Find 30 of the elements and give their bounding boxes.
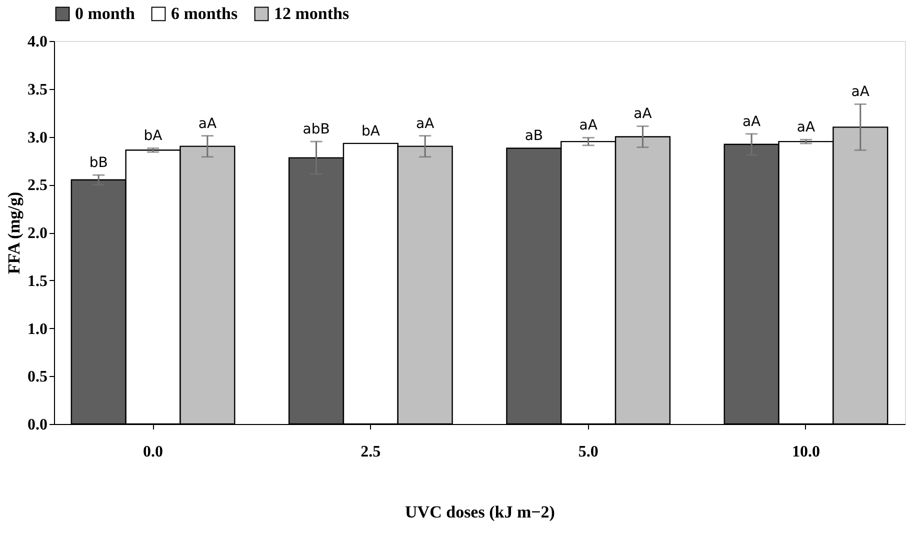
legend-label: 0 month: [75, 4, 136, 23]
x-tick-label: 2.5: [360, 444, 381, 460]
legend-label: 6 months: [171, 4, 238, 23]
data-label: bA: [144, 128, 163, 144]
y-tick-label: 2.5: [28, 177, 48, 194]
data-label: aA: [796, 120, 816, 136]
x-tick-label: 0.0: [143, 444, 164, 460]
x-axis-title: UVC doses (kJ m−2): [405, 502, 555, 522]
y-tick-label: 1.5: [28, 272, 48, 290]
data-label: aB: [524, 128, 544, 144]
x-tick-label: 5.0: [578, 444, 598, 460]
data-label: aA: [198, 116, 217, 132]
legend-label: 12 months: [274, 4, 350, 23]
y-tick-label: 4.0: [28, 34, 48, 50]
x-tick-label: 10.0: [792, 444, 820, 460]
data-label: abB: [302, 122, 330, 138]
y-axis-title: FFA (mg/g): [4, 192, 24, 274]
data-label: aA: [579, 118, 598, 134]
y-tick-label: 3.0: [28, 129, 48, 146]
data-label: bB: [89, 155, 108, 172]
data-label: bA: [361, 123, 380, 140]
y-tick-label: 0.5: [28, 368, 48, 386]
data-label: aA: [742, 114, 762, 130]
y-tick-label: 3.5: [28, 81, 48, 98]
y-tick-label: 1.0: [28, 320, 48, 338]
y-tick-label: 2.0: [28, 225, 48, 242]
data-label: aA: [851, 84, 870, 100]
data-label: aA: [416, 116, 435, 132]
y-tick-label: 0.0: [28, 416, 48, 434]
data-label: aA: [634, 106, 652, 122]
